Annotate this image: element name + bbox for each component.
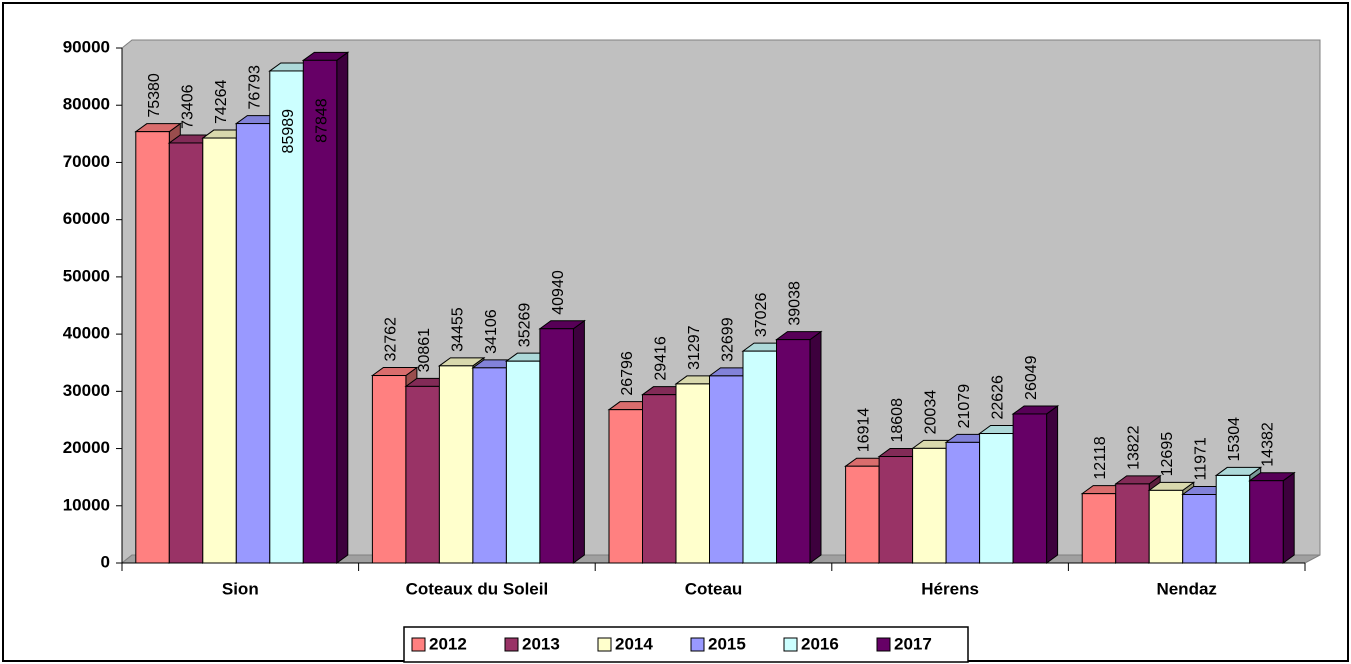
y-tick-label: 10000 xyxy=(63,495,110,514)
data-label: 35269 xyxy=(516,303,533,348)
bar xyxy=(505,360,541,564)
bar-side xyxy=(572,319,585,564)
data-label: 20034 xyxy=(923,390,940,435)
bar xyxy=(642,394,677,564)
bar-side xyxy=(1046,404,1059,564)
x-tick-label: Nendaz xyxy=(1156,579,1216,598)
bar xyxy=(438,365,474,564)
y-tick-label: 0 xyxy=(101,552,110,571)
bar xyxy=(776,339,811,564)
bar xyxy=(1081,493,1117,564)
legend-label: 2016 xyxy=(801,634,839,653)
x-tick-label: Coteau xyxy=(685,579,743,598)
bar xyxy=(269,70,304,564)
x-tick-label: Sion xyxy=(222,579,259,598)
data-label: 74264 xyxy=(213,79,230,124)
y-tick-label: 20000 xyxy=(63,438,110,457)
legend-label: 2014 xyxy=(615,634,653,653)
data-label: 14382 xyxy=(1260,422,1277,467)
bar xyxy=(302,59,338,564)
data-label: 85989 xyxy=(280,109,297,154)
data-label: 29416 xyxy=(652,336,669,381)
bar xyxy=(135,131,170,564)
bar xyxy=(472,367,507,564)
bar xyxy=(371,375,407,564)
bar-side xyxy=(336,51,349,564)
data-label: 22626 xyxy=(990,375,1007,420)
bar xyxy=(202,137,237,564)
bar xyxy=(1182,493,1217,564)
y-tick-label: 70000 xyxy=(63,152,110,171)
data-label: 11971 xyxy=(1193,437,1210,480)
y-tick-label: 90000 xyxy=(63,37,110,56)
x-tick-label: Coteaux du Soleil xyxy=(406,579,549,598)
legend-swatch xyxy=(504,637,519,652)
x-tick-label: Hérens xyxy=(921,579,979,598)
bar xyxy=(1249,480,1284,564)
data-label: 30861 xyxy=(416,328,433,373)
y-tick-label: 40000 xyxy=(63,324,110,343)
legend-swatch xyxy=(597,637,612,652)
bar xyxy=(235,123,271,564)
data-label: 13822 xyxy=(1126,425,1143,470)
legend xyxy=(403,626,969,663)
data-label: 73406 xyxy=(179,84,196,129)
bar xyxy=(912,447,947,564)
data-label: 21079 xyxy=(956,384,973,429)
legend-label: 2012 xyxy=(429,634,467,653)
legend-swatch xyxy=(876,637,891,652)
y-tick-label: 60000 xyxy=(63,209,110,228)
data-label: 40940 xyxy=(550,270,567,315)
data-label: 76793 xyxy=(246,65,263,110)
legend-swatch xyxy=(690,637,705,652)
data-label: 31297 xyxy=(686,325,703,370)
data-label: 75380 xyxy=(146,73,163,118)
data-label: 12695 xyxy=(1159,432,1176,477)
data-label: 37026 xyxy=(753,293,770,338)
bar xyxy=(1115,483,1150,564)
data-label: 39038 xyxy=(786,281,803,326)
data-label: 26049 xyxy=(1023,355,1040,400)
y-tick-label: 80000 xyxy=(63,95,110,114)
data-label: 15304 xyxy=(1226,417,1243,462)
bar xyxy=(608,409,643,564)
data-label: 16914 xyxy=(856,408,873,453)
legend-swatch xyxy=(783,637,798,652)
bar xyxy=(742,350,777,564)
bar xyxy=(709,375,744,564)
bar-side xyxy=(809,330,822,564)
data-label: 26796 xyxy=(619,351,636,396)
data-label: 18608 xyxy=(889,398,906,443)
bar xyxy=(945,441,981,564)
bar xyxy=(675,383,710,564)
bar xyxy=(168,142,204,564)
bar xyxy=(1012,413,1048,564)
bar xyxy=(539,328,574,564)
y-tick-label: 50000 xyxy=(63,266,110,285)
data-label: 32762 xyxy=(382,317,399,362)
bar xyxy=(878,456,914,564)
legend-label: 2013 xyxy=(522,634,560,653)
data-label: 34106 xyxy=(483,309,500,354)
bar-side xyxy=(1282,471,1295,564)
bar xyxy=(1148,489,1184,564)
bar xyxy=(979,433,1014,564)
legend-swatch xyxy=(411,637,426,652)
data-label: 32699 xyxy=(719,317,736,362)
bar xyxy=(405,385,440,564)
legend-label: 2017 xyxy=(894,634,932,653)
legend-label: 2015 xyxy=(708,634,746,653)
data-label: 34455 xyxy=(449,307,466,352)
data-label: 12118 xyxy=(1092,436,1109,479)
bar xyxy=(845,465,880,564)
data-label: 87848 xyxy=(313,98,330,143)
bar xyxy=(1215,474,1251,564)
y-tick-label: 30000 xyxy=(63,381,110,400)
